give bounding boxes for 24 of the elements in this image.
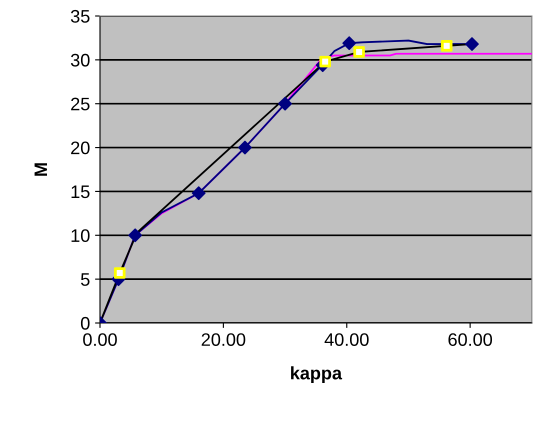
point (465, 37, 479, 51)
y-tick-label: 20 (71, 142, 90, 154)
point (278, 96, 292, 111)
x-axis-title: kappa (291, 366, 342, 384)
point (440, 40, 452, 52)
point (319, 56, 331, 68)
y-tick-label: 10 (72, 229, 90, 242)
x-tick-label: 40.00 (324, 333, 369, 346)
point (192, 186, 206, 200)
point (353, 46, 365, 58)
x-tick-label: 0.00 (83, 333, 117, 346)
x-tick-label: 20.00 (202, 333, 246, 346)
y-tick-label: 0 (80, 316, 90, 330)
point (342, 36, 356, 50)
point (238, 140, 252, 154)
y-tick-label: 25 (71, 98, 90, 110)
point (128, 228, 142, 242)
x-tick-label: 60.00 (448, 333, 492, 346)
y-tick-label: 35 (70, 10, 90, 23)
y-axis-title: M (34, 163, 48, 176)
point (114, 267, 126, 279)
y-tick-label: 30 (70, 54, 90, 67)
y-tick-label: 15 (72, 186, 90, 198)
y-tick-label: 5 (80, 273, 90, 286)
